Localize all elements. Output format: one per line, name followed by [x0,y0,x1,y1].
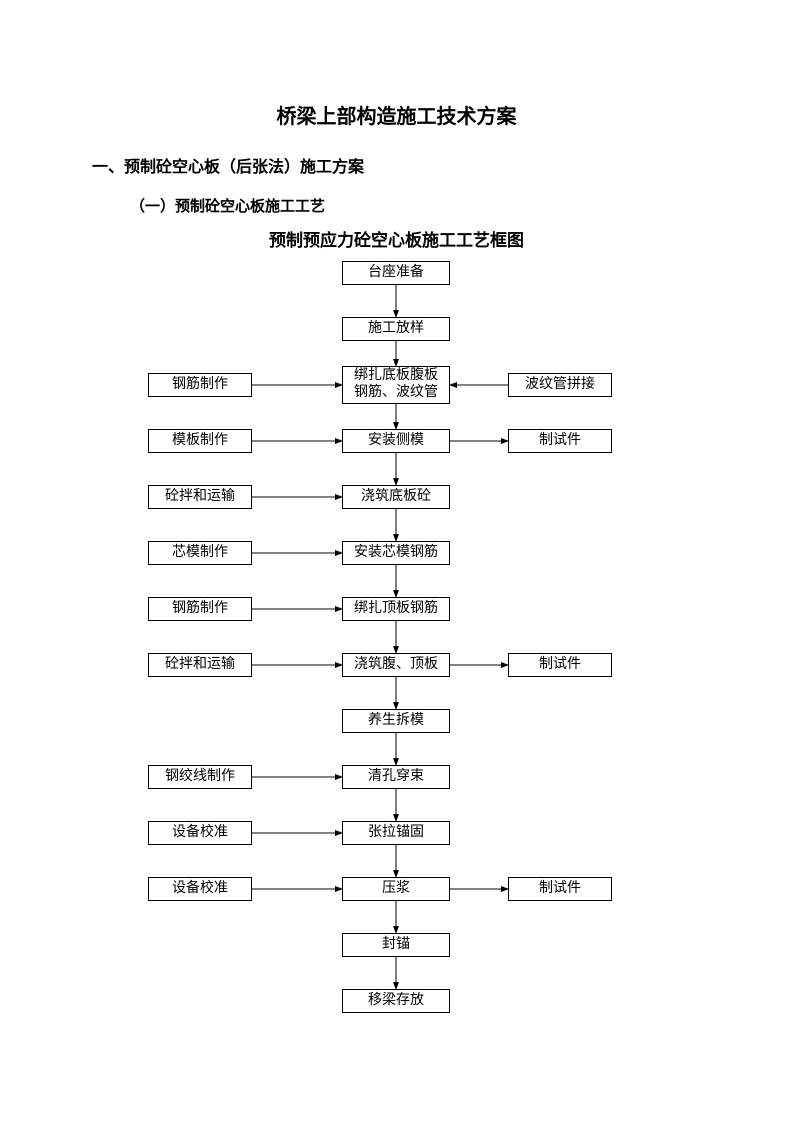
section-heading-2: （一）预制砼空心板施工工艺 [130,195,793,216]
flow-node-l5: 砼拌和运输 [148,485,252,509]
flowchart-title: 预制预应力砼空心板施工工艺框图 [0,226,793,251]
flow-node-c14: 移梁存放 [342,989,450,1013]
flow-node-c12: 压浆 [342,877,450,901]
flow-node-l10: 钢绞线制作 [148,765,252,789]
flow-node-c7: 绑扎顶板钢筋 [342,597,450,621]
flow-node-c3: 绑扎底板腹板 钢筋、波纹管 [342,366,450,404]
flow-node-c11: 张拉锚固 [342,821,450,845]
flow-node-l4: 模板制作 [148,429,252,453]
flowchart-container: 台座准备施工放样绑扎底板腹板 钢筋、波纹管安装侧模浇筑底板砼安装芯模钢筋绑扎顶板… [0,255,793,1085]
flow-node-l3: 钢筋制作 [148,373,252,397]
flow-node-c4: 安装侧模 [342,429,450,453]
flow-node-r3: 波纹管拼接 [508,373,612,397]
flow-node-r12: 制试件 [508,877,612,901]
flow-node-c13: 封锚 [342,933,450,957]
flow-node-l11: 设备校准 [148,821,252,845]
page-title: 桥梁上部构造施工技术方案 [0,100,793,129]
flow-node-r4: 制试件 [508,429,612,453]
flow-node-l7: 钢筋制作 [148,597,252,621]
flow-node-c2: 施工放样 [342,317,450,341]
section-heading-1: 一、预制砼空心板（后张法）施工方案 [92,153,793,177]
flow-node-c10: 清孔穿束 [342,765,450,789]
flow-node-c8: 浇筑腹、顶板 [342,653,450,677]
flow-node-c1: 台座准备 [342,261,450,285]
flow-node-r8: 制试件 [508,653,612,677]
flow-node-l6: 芯模制作 [148,541,252,565]
flow-node-c6: 安装芯模钢筋 [342,541,450,565]
flow-node-l12: 设备校准 [148,877,252,901]
flow-node-l8: 砼拌和运输 [148,653,252,677]
flow-node-c9: 养生拆模 [342,709,450,733]
flow-node-c5: 浇筑底板砼 [342,485,450,509]
